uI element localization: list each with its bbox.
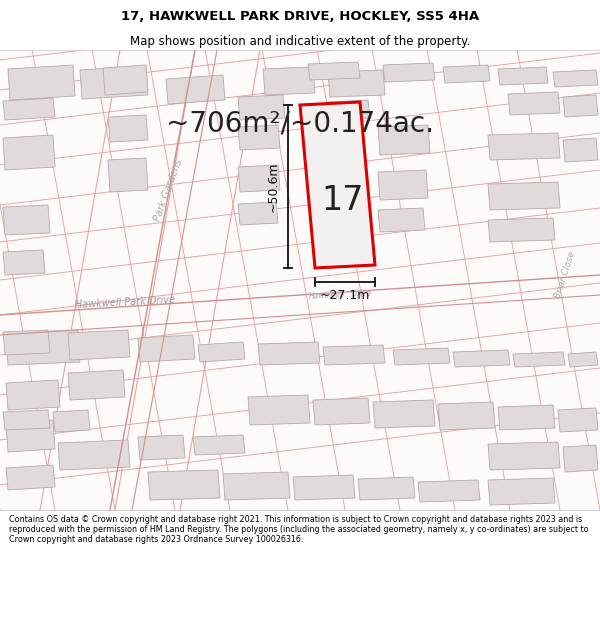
Polygon shape [558, 408, 598, 432]
Polygon shape [138, 435, 185, 460]
Polygon shape [3, 135, 55, 170]
Polygon shape [563, 95, 598, 117]
Polygon shape [418, 480, 480, 502]
Polygon shape [258, 342, 320, 365]
Polygon shape [3, 205, 50, 235]
Polygon shape [0, 50, 600, 510]
Polygon shape [378, 125, 430, 155]
Polygon shape [3, 410, 50, 430]
Polygon shape [373, 400, 435, 428]
Polygon shape [313, 398, 370, 425]
Polygon shape [293, 475, 355, 500]
Polygon shape [58, 440, 130, 470]
Polygon shape [563, 138, 598, 162]
Polygon shape [498, 67, 548, 85]
Polygon shape [193, 435, 245, 455]
Polygon shape [498, 405, 555, 430]
Polygon shape [438, 402, 495, 430]
Polygon shape [488, 218, 555, 242]
Polygon shape [488, 133, 560, 160]
Polygon shape [358, 477, 415, 500]
Polygon shape [553, 70, 598, 87]
Polygon shape [138, 335, 195, 362]
Polygon shape [443, 65, 490, 83]
Polygon shape [508, 92, 560, 115]
Polygon shape [6, 330, 80, 365]
Polygon shape [300, 102, 375, 268]
Polygon shape [488, 442, 560, 470]
Text: ~50.6m: ~50.6m [267, 161, 280, 212]
Polygon shape [8, 65, 75, 100]
Polygon shape [248, 395, 310, 425]
Text: 17: 17 [321, 184, 364, 216]
Polygon shape [238, 165, 280, 192]
Text: Park Gardens: Park Gardens [152, 158, 184, 222]
Polygon shape [68, 330, 130, 360]
Text: 17, HAWKWELL PARK DRIVE, HOCKLEY, SS5 4HA: 17, HAWKWELL PARK DRIVE, HOCKLEY, SS5 4H… [121, 10, 479, 23]
Polygon shape [378, 170, 428, 200]
Polygon shape [3, 250, 45, 275]
Polygon shape [6, 420, 55, 452]
Polygon shape [68, 370, 125, 400]
Polygon shape [328, 100, 370, 120]
Polygon shape [3, 330, 50, 355]
Polygon shape [108, 115, 148, 142]
Polygon shape [453, 350, 510, 367]
Text: Contains OS data © Crown copyright and database right 2021. This information is : Contains OS data © Crown copyright and d… [9, 514, 589, 544]
Polygon shape [383, 63, 435, 82]
Polygon shape [568, 352, 598, 367]
Polygon shape [6, 465, 55, 490]
Polygon shape [223, 472, 290, 500]
Polygon shape [308, 62, 360, 80]
Polygon shape [328, 70, 385, 97]
Text: Hawkwell...Drive: Hawkwell...Drive [308, 289, 372, 301]
Polygon shape [148, 470, 220, 500]
Polygon shape [378, 208, 425, 232]
Polygon shape [3, 98, 55, 120]
Polygon shape [263, 67, 315, 95]
Polygon shape [238, 95, 285, 120]
Polygon shape [80, 66, 148, 99]
Text: ~706m²/~0.174ac.: ~706m²/~0.174ac. [166, 110, 434, 138]
Polygon shape [6, 380, 60, 410]
Polygon shape [198, 342, 245, 362]
Polygon shape [488, 182, 560, 210]
Polygon shape [488, 478, 555, 505]
Polygon shape [53, 410, 90, 432]
Polygon shape [166, 75, 225, 104]
Text: ~27.1m: ~27.1m [320, 289, 370, 302]
Polygon shape [238, 202, 278, 225]
Text: Hawkwell Park Drive: Hawkwell Park Drive [74, 294, 175, 309]
Polygon shape [393, 348, 450, 365]
Text: Briar Close: Briar Close [553, 250, 577, 300]
Polygon shape [238, 125, 280, 150]
Text: Map shows position and indicative extent of the property.: Map shows position and indicative extent… [130, 35, 470, 48]
Polygon shape [108, 158, 148, 192]
Polygon shape [323, 345, 385, 365]
Polygon shape [563, 445, 598, 472]
Polygon shape [103, 65, 148, 95]
Polygon shape [513, 352, 565, 367]
